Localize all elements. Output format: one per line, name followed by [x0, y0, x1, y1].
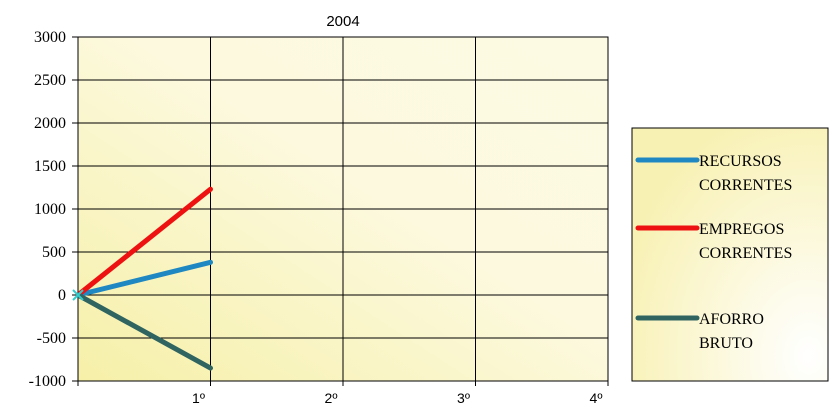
- legend-label: CORRENTES: [699, 245, 792, 262]
- series-line: [75, 292, 213, 371]
- x-tick-label: 3º: [457, 390, 470, 406]
- gridlines: [78, 37, 608, 381]
- y-tick-label: 3000: [34, 29, 66, 46]
- legend-box: [631, 127, 829, 382]
- series-line: [75, 186, 213, 298]
- chart-title: 2004: [326, 13, 359, 30]
- x-tick-label: 1º: [192, 390, 205, 406]
- y-axis-tick-labels: 3000 2500 2000 1500 1000 500 0 -500 -1000: [29, 29, 66, 390]
- y-tick-label: 2500: [34, 72, 66, 89]
- origin-markers: [72, 289, 84, 301]
- y-tick-label: 1500: [34, 158, 66, 175]
- x-axis-tick-labels: 1º 2º 3º 4º: [192, 390, 602, 406]
- y-tick-label: -500: [37, 330, 66, 347]
- x-tick-label: 2º: [325, 390, 338, 406]
- y-tick-label: 2000: [34, 115, 66, 132]
- y-tick-label: 1000: [34, 201, 66, 218]
- legend: RECURSOS CORRENTES EMPREGOS CORRENTES AFORRO…: [631, 127, 829, 382]
- legend-label: EMPREGOS: [699, 221, 784, 238]
- y-tick-label: 0: [58, 287, 66, 304]
- y-tick-label: 500: [42, 244, 66, 261]
- y-tick-label: -1000: [29, 373, 66, 390]
- axes: [72, 36, 609, 386]
- data-point-marker: [72, 289, 84, 301]
- series-line: [75, 259, 213, 298]
- legend-label: RECURSOS: [699, 153, 782, 170]
- legend-label: BRUTO: [699, 335, 753, 352]
- legend-label: CORRENTES: [699, 177, 792, 194]
- series-lines: [75, 186, 213, 371]
- x-tick-label: 4º: [590, 390, 603, 406]
- legend-label: AFORRO: [699, 311, 764, 328]
